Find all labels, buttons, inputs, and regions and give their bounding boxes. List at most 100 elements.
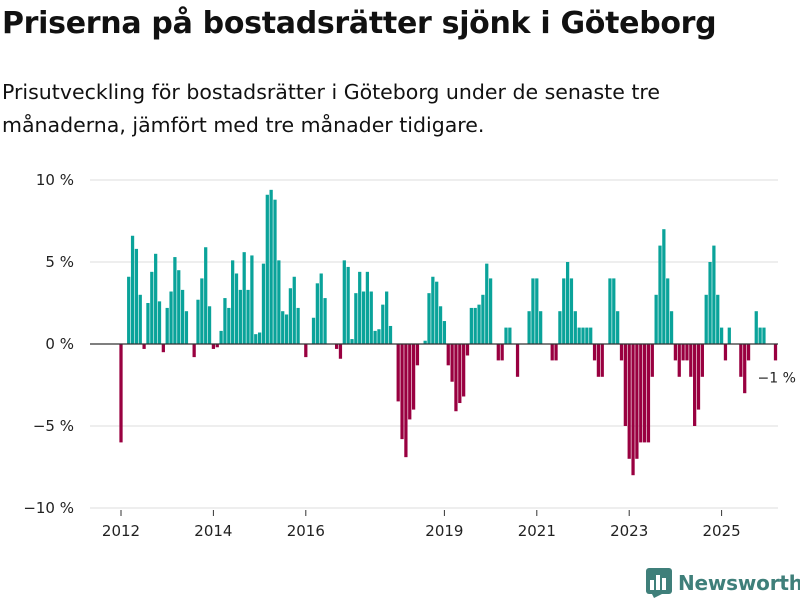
bar [696,344,701,410]
bar [246,289,250,344]
bar [273,199,277,344]
bar [396,344,400,402]
bar [315,283,319,344]
x-tick-label: 2023 [610,522,648,540]
bar [685,344,689,361]
bar [642,344,647,443]
bar [639,344,643,443]
bar [192,344,196,358]
bar [719,327,724,344]
bar [281,311,285,344]
bar [200,278,204,344]
bar [350,339,354,344]
bar [361,291,366,344]
bar [227,307,231,344]
bar [377,329,381,344]
bar [612,278,616,344]
bar [296,307,300,344]
annotations: −1 % [758,370,796,386]
bar [265,194,269,344]
bar [358,271,362,344]
bar [608,278,612,344]
bar [196,299,200,344]
y-tick-label: 10 % [36,171,74,189]
bar [727,327,731,344]
bar [165,307,169,344]
bar [381,304,385,344]
bar [773,344,778,361]
brand-name: Newsworthy [678,571,800,595]
bar [689,344,693,377]
bar [231,260,235,344]
bar [627,344,631,459]
bar [458,344,462,404]
bar [589,327,593,344]
bar [508,327,512,344]
bar [573,311,577,344]
bar [446,344,450,366]
bar [411,344,416,410]
x-axis: 2012 2014 2016 2019 2021 2023 2025 [102,510,741,540]
bar [558,311,562,344]
bar [234,273,239,344]
bar [431,276,435,344]
bar [346,266,350,344]
bar [334,344,339,349]
y-axis: 10 % 5 % 0 % −5 % −10 % [23,171,74,517]
bar [746,344,751,361]
bar [373,330,377,344]
bar [712,245,716,344]
bar [204,247,208,344]
bar [423,340,427,344]
bar [646,344,651,443]
bar [388,325,393,344]
bar [138,294,142,344]
x-tick-label: 2025 [703,522,741,540]
bar [762,327,766,344]
bar [408,344,412,420]
bar [739,344,743,377]
bar [250,255,254,344]
bars [119,189,778,476]
newsworthy-logo-icon [646,568,672,598]
bar [500,344,504,361]
bar [323,298,327,344]
bar [146,303,150,344]
bar [550,344,554,361]
bar [477,304,481,344]
bar [215,344,219,348]
bar [173,257,177,344]
bar [435,281,439,344]
bar [562,278,566,344]
bar [565,262,570,344]
bar [404,344,408,458]
y-tick-label: 5 % [45,253,74,271]
bar [539,311,543,344]
bar [473,307,477,344]
bar [207,306,212,344]
bar [284,314,289,344]
brand: Newsworthy [646,568,800,598]
bar [662,229,666,344]
bar [650,344,654,377]
bar [238,289,242,344]
bar [515,344,520,377]
bar [311,317,316,344]
bar [577,327,581,344]
bar [723,344,728,361]
bar [708,262,712,344]
bar [462,344,466,397]
bar [304,344,308,358]
chart-title: Priserna på bostadsrätter sjönk i Götebo… [2,6,717,41]
y-tick-label: −5 % [33,417,74,435]
bar [254,334,258,344]
bar [150,271,154,344]
bar [454,344,458,412]
x-tick-label: 2014 [194,522,232,540]
bar [415,344,420,366]
bar [704,294,708,344]
x-tick-label: 2012 [102,522,140,540]
bar [569,278,574,344]
bar [438,306,443,344]
